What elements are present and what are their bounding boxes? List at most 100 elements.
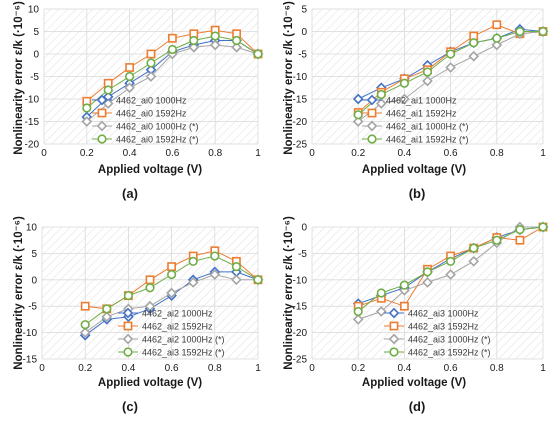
data-point (352, 314, 364, 325)
panel-label: (a) (122, 186, 138, 201)
data-point (253, 275, 263, 285)
data-point (125, 71, 135, 82)
data-point (422, 267, 433, 277)
legend-item: 4462_ai1 1592Hz (362, 109, 457, 119)
y-tick-label: -5 (298, 249, 307, 260)
data-point (123, 291, 133, 301)
panel-label: (c) (122, 399, 138, 414)
y-tick-label: -15 (293, 95, 308, 106)
legend-item: 4462_ai0 1000Hz (92, 94, 187, 106)
y-tick-label: -10 (23, 328, 38, 339)
legend-item: 4462_ai2 1592Hz (118, 322, 213, 332)
x-tick-label: 0 (41, 148, 47, 159)
legend-item: 4462_ai3 1000Hz (*) (384, 333, 491, 345)
y-tick-label: -20 (25, 140, 40, 151)
x-tick-label: 0.8 (208, 363, 222, 374)
legend-label: 4462_ai1 1000Hz (*) (386, 122, 469, 132)
x-axis-title: Applied voltage (V) (98, 377, 202, 389)
data-point (145, 275, 155, 285)
y-tick-label: 0 (301, 27, 307, 38)
y-axis-title: Nonlinearity error ε/k (·10⁻⁶) (283, 1, 295, 155)
legend-marker (123, 321, 133, 331)
data-point (146, 49, 156, 59)
y-tick-label: -10 (293, 275, 308, 286)
legend-item: 4462_ai3 1592Hz (384, 322, 479, 332)
x-tick-label: 0.4 (123, 148, 137, 159)
x-tick-label: 0 (39, 363, 45, 374)
y-tick-label: -10 (25, 95, 40, 106)
y-axis-title: Nonlinearity error ε/k (·10⁻⁶) (13, 216, 25, 370)
data-point (145, 283, 155, 293)
legend-label: 4462_ai3 1592Hz (*) (408, 348, 491, 358)
x-tick-label: 1 (540, 363, 546, 374)
data-point (469, 38, 479, 48)
legend-item: 4462_ai3 1592Hz (*) (118, 347, 225, 358)
x-tick-label: 0.6 (165, 363, 179, 374)
x-tick-label: 0.8 (490, 363, 504, 374)
legend-label: 4462_ai2 1592Hz (142, 322, 213, 332)
x-tick-label: 0 (309, 363, 315, 374)
data-point (231, 274, 242, 286)
x-tick-label: 0.4 (397, 148, 411, 159)
legend: 4462_ai1 1000Hz 4462_ai1 1592Hz 4462_ai1 1… (362, 94, 469, 145)
data-point (168, 33, 177, 43)
legend-item: 4462_ai1 1592Hz (*) (362, 134, 469, 145)
x-tick-label: 1 (255, 148, 261, 159)
data-point (144, 300, 156, 312)
legend-label: 4462_ai0 1592Hz (116, 109, 187, 119)
data-point (189, 35, 199, 46)
data-point (124, 82, 135, 94)
x-tick-label: 0.8 (490, 148, 504, 159)
data-point (399, 93, 410, 105)
x-axis-title: Applied voltage (V) (362, 377, 466, 389)
data-point (446, 49, 456, 59)
series (352, 26, 549, 127)
x-tick-label: 0 (309, 148, 315, 159)
data-point (167, 269, 177, 280)
series (353, 222, 548, 317)
legend-label: 4462_ai2 1000Hz (142, 309, 213, 319)
data-point (491, 39, 503, 51)
legend-marker (388, 307, 400, 319)
series (82, 31, 263, 113)
data-point (515, 235, 525, 245)
legend: 4462_ai2 1000Hz 4462_ai2 1592Hz 4462_ai2 1… (118, 307, 225, 358)
data-point (79, 327, 91, 338)
data-point (469, 243, 479, 253)
data-point (102, 98, 114, 109)
legend-item: 4462_ai2 1000Hz (118, 307, 213, 319)
data-point (352, 116, 364, 127)
data-point (80, 320, 90, 330)
legend-marker (389, 321, 399, 331)
plot-area (312, 227, 543, 359)
data-point (353, 306, 363, 317)
data-point (399, 280, 410, 290)
x-tick-label: 0.6 (165, 148, 179, 159)
data-point (376, 89, 386, 100)
series (80, 251, 263, 330)
legend-label: 4462_ai0 1592Hz (*) (116, 135, 199, 145)
y-tick-label: 0 (301, 223, 307, 234)
data-point (375, 306, 387, 317)
x-tick-label: 0.2 (351, 148, 365, 159)
legend-label: 4462_ai3 1592Hz (*) (142, 348, 225, 358)
data-point (352, 93, 364, 105)
plot-area (42, 227, 258, 359)
legend-label: 4462_ai3 1592Hz (408, 322, 479, 332)
data-point (492, 20, 502, 30)
legend-marker (388, 333, 400, 345)
y-axis-title: Nonlinearity error ε/k (·10⁻⁶) (283, 216, 295, 370)
y-tick-label: -20 (293, 117, 308, 128)
y-tick-label: 10 (26, 223, 38, 234)
legend-label: 4462_ai0 1000Hz (*) (116, 122, 199, 132)
legend-item: 4462_ai3 1592Hz (*) (384, 347, 491, 358)
legend-marker (96, 120, 108, 132)
legend-label: 4462_ai3 1000Hz (408, 309, 479, 319)
data-point (166, 287, 177, 299)
data-point (125, 63, 134, 72)
data-point (231, 41, 242, 53)
data-point (253, 49, 263, 59)
x-tick-label: 0.4 (397, 363, 411, 374)
data-point (80, 301, 90, 311)
